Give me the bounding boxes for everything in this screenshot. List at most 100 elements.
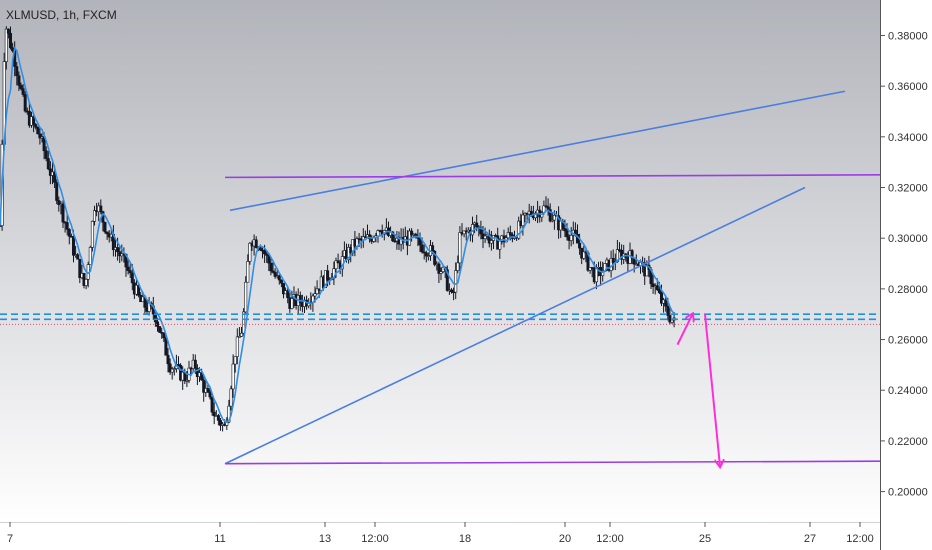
candle-body [664,299,668,307]
candle [67,228,71,245]
candle-body [229,388,233,407]
candle-body [426,255,430,257]
candle-body [193,359,197,369]
candle-body [67,229,71,237]
candle-body [546,206,550,210]
candle-body [21,88,25,95]
candle-body [216,415,220,421]
candle-body [578,242,582,249]
x-tick-label: 11 [214,533,225,545]
candle [166,347,170,373]
candle [578,233,582,255]
candle-body [46,158,50,170]
candle-body [258,247,262,251]
candle [46,151,50,171]
resistance-level [224,174,881,179]
candle [615,239,619,263]
x-tick-label: 12:00 [596,533,624,545]
drawings [0,90,881,465]
candle-body [456,262,460,271]
candle-body [615,249,619,263]
candle [9,26,13,50]
candle-body [233,356,237,365]
candle [55,179,59,205]
candle [235,328,239,365]
candle [244,276,248,314]
candle-body [521,214,525,226]
candle [550,213,554,223]
candle-body [462,230,466,235]
candle-body [212,411,216,417]
candle-body [93,210,97,222]
candle-body [235,336,239,357]
candle [233,356,237,373]
candle-body [84,278,88,286]
candle [219,417,223,431]
candle [99,199,103,215]
candle-body [116,247,120,252]
candle-body [313,293,317,297]
candle-body [529,210,533,215]
candle-body [670,319,674,323]
candle-body [103,222,107,233]
candle [76,252,80,260]
candle [0,219,2,227]
arrow-down [704,314,720,466]
candle-body [368,234,372,240]
candle-body [53,171,57,183]
candle-body [347,247,351,260]
candle [368,230,372,243]
candle [265,250,269,263]
candle-body [630,250,634,259]
candle [246,254,250,283]
candle-body [65,222,69,230]
candle-body [449,289,453,293]
candle-body [290,298,294,309]
candle [590,267,594,278]
candle [21,84,25,97]
candle-body [254,239,258,248]
candle-body [166,354,170,365]
candle [208,388,212,400]
candle-body [281,282,285,295]
candle-body [240,332,244,337]
candle [544,196,548,208]
candle [231,354,235,398]
candle-body [307,303,311,307]
candle-body [611,258,615,263]
candle-body [153,313,157,323]
candle [424,250,428,263]
candle-body [158,326,162,333]
candle [206,383,210,393]
candle-body [420,244,424,253]
moving-average [0,46,675,424]
candle-body [659,292,663,304]
symbol-label: XLMUSD, 1h, FXCM [6,8,117,22]
candle-body [0,225,2,227]
candle-body [76,254,80,260]
y-tick-label: 0.32000 [888,183,928,195]
candle [582,245,586,261]
candle-body [202,379,206,393]
candle-body [437,263,441,274]
candle-body [483,235,487,240]
candle-body [273,272,277,277]
candle-body [334,260,338,270]
lower-trendline [224,186,806,465]
candle-body [410,230,414,236]
candle [210,396,214,416]
candle-body [563,228,567,232]
candle-body [431,245,435,252]
candle [517,216,521,240]
candle [277,274,281,285]
candle-body [508,232,512,236]
candle-body [4,28,8,62]
candle [569,227,573,247]
candle [162,332,166,342]
candle [237,327,241,338]
candle [393,234,397,243]
candle-body [185,380,189,382]
candle-body [168,363,172,373]
